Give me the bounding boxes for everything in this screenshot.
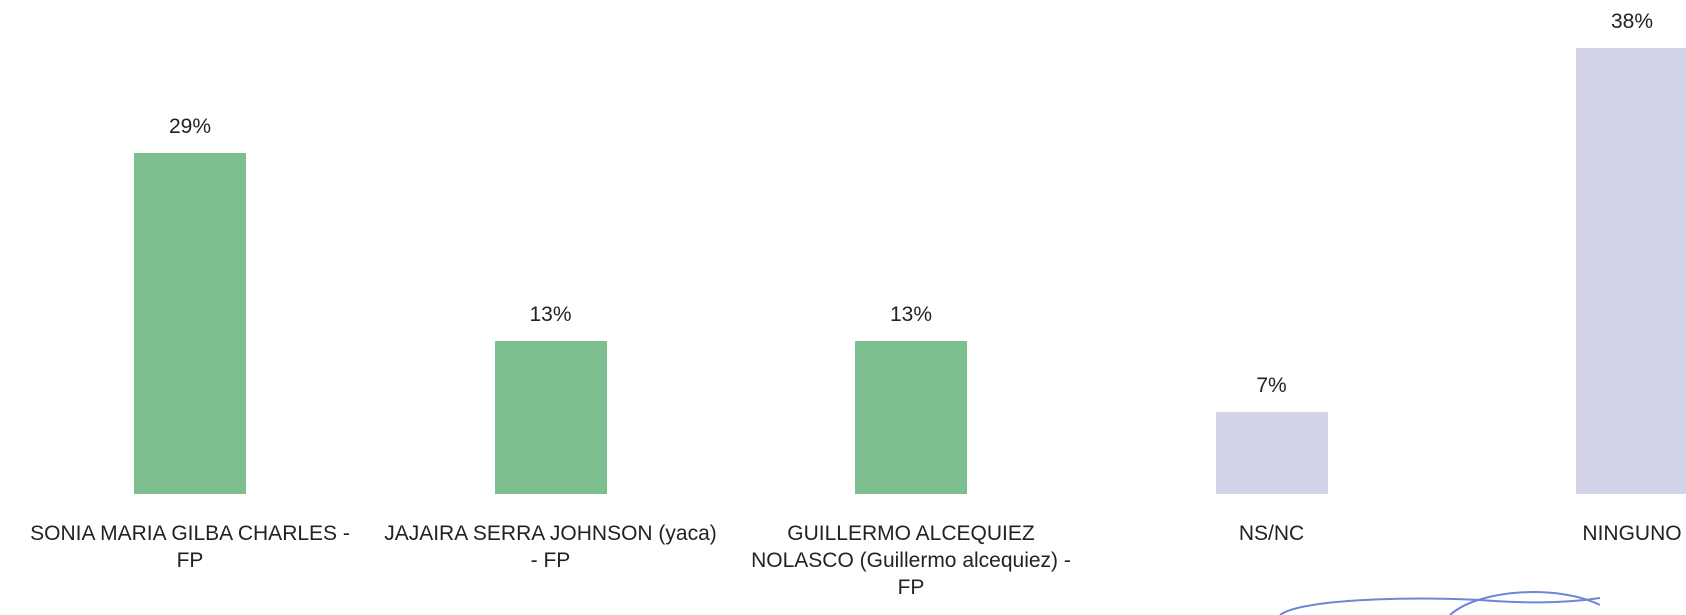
x-tick-label: NINGUNO xyxy=(1582,522,1682,545)
x-tick-label: JAJAIRA SERRA JOHNSON (yaca) - FP xyxy=(384,522,717,572)
bar xyxy=(1576,47,1686,494)
value-label: 29% xyxy=(168,115,212,139)
bar xyxy=(134,153,246,494)
x-tick-label: SONIA MARIA GILBA CHARLES - FP xyxy=(30,522,350,572)
value-label: 13% xyxy=(529,303,572,327)
value-label: 13% xyxy=(889,303,933,327)
bar xyxy=(855,341,967,494)
value-label: 38% xyxy=(1610,9,1654,33)
bar xyxy=(494,341,607,494)
bar xyxy=(1215,411,1328,494)
x-tick-label: GUILLERMO ALCEQUIEZ NOLASCO (Guillermo a… xyxy=(751,522,1071,599)
value-label: 7% xyxy=(1256,373,1287,397)
x-tick-label: NS/NC xyxy=(1238,522,1305,545)
